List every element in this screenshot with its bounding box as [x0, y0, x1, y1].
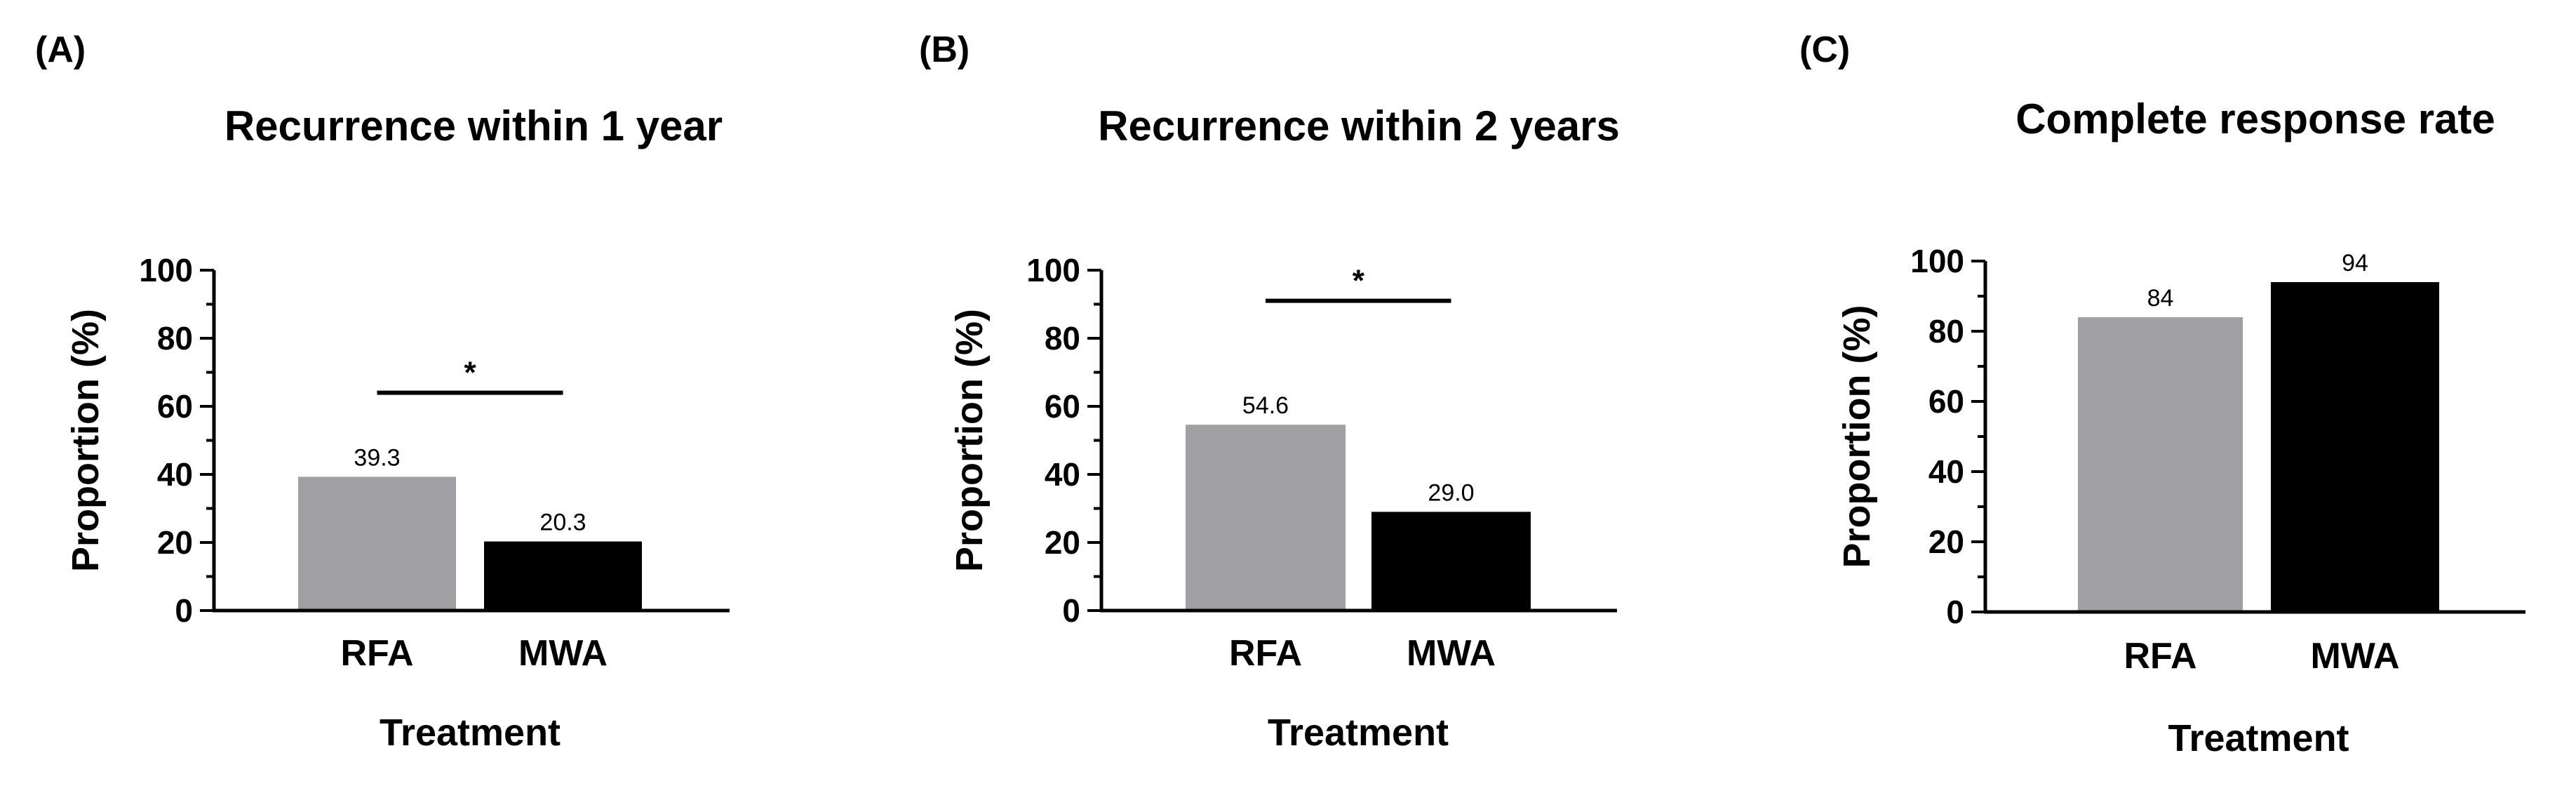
data-label-rfa: 54.6: [1242, 392, 1289, 419]
y-axis-title: Proportion (%): [1836, 305, 1878, 568]
x-tick-label-mwa: MWA: [1407, 633, 1496, 674]
bar-mwa: [484, 541, 642, 611]
x-axis-title: Treatment: [2168, 717, 2349, 759]
y-tick-label: 100: [139, 252, 193, 288]
significance-marker: *: [464, 356, 476, 390]
chart-title: Recurrence within 2 years: [1098, 102, 1620, 149]
y-tick-label: 20: [1045, 524, 1080, 561]
y-tick-label: 80: [1928, 313, 1964, 349]
data-label-mwa: 29.0: [1428, 479, 1474, 506]
x-axis-title: Treatment: [1268, 712, 1449, 754]
y-tick-label: 80: [1045, 320, 1080, 357]
panel-c: (C) Complete response rate 84 RFA 94 MWA 0 20 40…: [1799, 29, 2525, 759]
bar-rfa: [298, 477, 456, 611]
y-tick-label: 20: [1928, 524, 1964, 560]
y-tick-label: 40: [1928, 453, 1964, 490]
data-label-mwa: 94: [2342, 250, 2368, 277]
y-tick-label: 0: [1062, 592, 1080, 629]
panel-letter: (A): [35, 29, 86, 70]
data-label-rfa: 39.3: [354, 444, 400, 471]
y-tick-label: 20: [157, 524, 193, 561]
y-axis-title: Proportion (%): [65, 309, 107, 572]
chart-title: Complete response rate: [2015, 95, 2495, 142]
y-tick-label: 0: [1946, 594, 1964, 630]
x-axis-title: Treatment: [380, 712, 561, 754]
x-tick-label-rfa: RFA: [2124, 636, 2197, 677]
y-tick-label: 60: [157, 388, 193, 425]
bar-rfa: [1186, 425, 1346, 611]
y-axis-title: Proportion (%): [948, 309, 991, 572]
y-tick-label: 100: [1910, 243, 1964, 279]
x-tick-label-rfa: RFA: [341, 633, 414, 674]
significance-marker: *: [1353, 264, 1365, 298]
panel-b: (B) Recurrence within 2 years 54.6 RFA 29.0 M…: [919, 29, 1620, 754]
data-label-rfa: 84: [2147, 285, 2174, 312]
panel-letter: (C): [1799, 29, 1850, 70]
bar-mwa: [1371, 512, 1531, 611]
x-tick-label-mwa: MWA: [2310, 636, 2399, 677]
y-tick-label: 60: [1928, 383, 1964, 420]
x-tick-label-rfa: RFA: [1229, 633, 1302, 674]
x-tick-label-mwa: MWA: [518, 633, 608, 674]
panel-letter: (B): [919, 29, 970, 70]
y-tick-label: 0: [175, 592, 193, 629]
bar-rfa: [2078, 317, 2243, 612]
bar-mwa: [2271, 282, 2439, 612]
y-tick-label: 60: [1045, 388, 1080, 425]
y-tick-label: 40: [1045, 456, 1080, 493]
panel-a: (A) Recurrence within 1 year 39.3 RFA 20.3 MW…: [35, 29, 730, 754]
y-tick-label: 100: [1026, 252, 1080, 288]
y-tick-label: 80: [157, 320, 193, 357]
chart-title: Recurrence within 1 year: [224, 102, 723, 149]
data-label-mwa: 20.3: [539, 509, 586, 536]
y-tick-label: 40: [157, 456, 193, 493]
